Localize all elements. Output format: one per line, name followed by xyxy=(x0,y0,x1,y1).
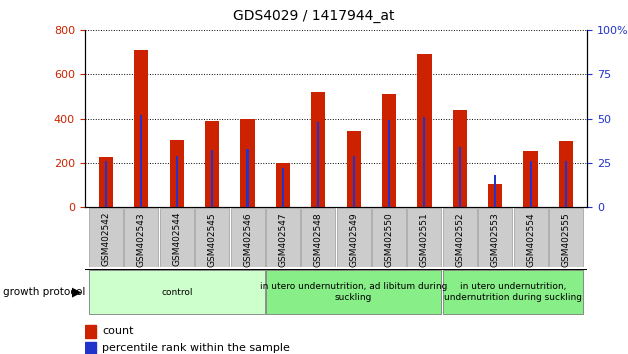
Bar xyxy=(134,50,148,207)
Text: GSM402545: GSM402545 xyxy=(208,212,217,267)
Text: GDS4029 / 1417944_at: GDS4029 / 1417944_at xyxy=(233,9,395,23)
FancyBboxPatch shape xyxy=(337,209,371,267)
Text: GSM402554: GSM402554 xyxy=(526,212,535,267)
Text: GSM402544: GSM402544 xyxy=(172,212,181,267)
FancyBboxPatch shape xyxy=(372,209,406,267)
Text: control: control xyxy=(161,287,193,297)
Bar xyxy=(282,168,284,207)
Text: GSM402548: GSM402548 xyxy=(314,212,323,267)
Bar xyxy=(388,120,390,207)
Bar xyxy=(140,115,143,207)
Text: GSM402546: GSM402546 xyxy=(243,212,252,267)
Text: ▶: ▶ xyxy=(72,286,82,298)
Bar xyxy=(565,161,567,207)
Bar xyxy=(423,117,426,207)
Bar xyxy=(246,149,249,207)
Text: growth protocol: growth protocol xyxy=(3,287,85,297)
Bar xyxy=(105,161,107,207)
Bar xyxy=(276,163,290,207)
Bar xyxy=(85,325,95,338)
Bar xyxy=(529,161,532,207)
FancyBboxPatch shape xyxy=(408,209,441,267)
Text: in utero undernutrition, ad libitum during
suckling: in utero undernutrition, ad libitum duri… xyxy=(260,282,447,302)
Bar xyxy=(352,156,355,207)
Text: GSM402552: GSM402552 xyxy=(455,212,464,267)
Bar xyxy=(347,131,360,207)
FancyBboxPatch shape xyxy=(443,209,477,267)
Bar xyxy=(311,92,325,207)
Text: count: count xyxy=(102,326,134,336)
Bar xyxy=(85,342,95,354)
Text: GSM402553: GSM402553 xyxy=(490,212,500,267)
Bar xyxy=(211,150,214,207)
Bar xyxy=(494,175,496,207)
FancyBboxPatch shape xyxy=(89,270,264,314)
Text: GSM402550: GSM402550 xyxy=(384,212,394,267)
FancyBboxPatch shape xyxy=(195,209,229,267)
Bar xyxy=(559,141,573,207)
Bar xyxy=(99,157,113,207)
FancyBboxPatch shape xyxy=(124,209,158,267)
FancyBboxPatch shape xyxy=(301,209,335,267)
Bar xyxy=(418,55,431,207)
Bar xyxy=(524,151,538,207)
Text: GSM402551: GSM402551 xyxy=(420,212,429,267)
Bar xyxy=(453,110,467,207)
Text: GSM402555: GSM402555 xyxy=(561,212,570,267)
Bar xyxy=(176,156,178,207)
FancyBboxPatch shape xyxy=(230,209,264,267)
FancyBboxPatch shape xyxy=(443,270,583,314)
Bar xyxy=(488,184,502,207)
FancyBboxPatch shape xyxy=(89,209,123,267)
Bar xyxy=(317,122,320,207)
Bar xyxy=(205,121,219,207)
FancyBboxPatch shape xyxy=(266,209,300,267)
Text: percentile rank within the sample: percentile rank within the sample xyxy=(102,343,290,353)
Text: GSM402543: GSM402543 xyxy=(137,212,146,267)
Bar xyxy=(241,119,254,207)
FancyBboxPatch shape xyxy=(160,209,194,267)
Text: GSM402549: GSM402549 xyxy=(349,212,358,267)
Bar xyxy=(382,94,396,207)
Bar xyxy=(458,147,461,207)
FancyBboxPatch shape xyxy=(478,209,512,267)
Text: in utero undernutrition,
undernutrition during suckling: in utero undernutrition, undernutrition … xyxy=(444,282,582,302)
Text: GSM402542: GSM402542 xyxy=(102,212,111,267)
Text: GSM402547: GSM402547 xyxy=(278,212,288,267)
FancyBboxPatch shape xyxy=(549,209,583,267)
FancyBboxPatch shape xyxy=(514,209,548,267)
Bar xyxy=(170,139,184,207)
FancyBboxPatch shape xyxy=(266,270,441,314)
